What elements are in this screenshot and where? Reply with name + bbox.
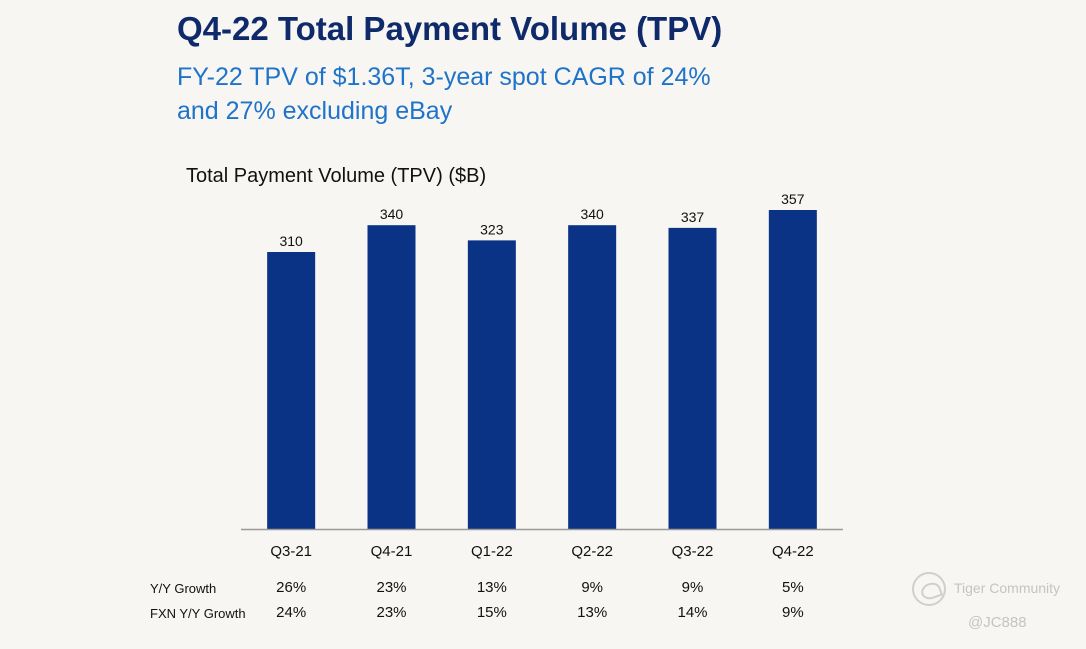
- subtitle-line-1: FY-22 TPV of $1.36T, 3-year spot CAGR of…: [177, 63, 711, 91]
- x-tick-q4-21: Q4-21: [371, 543, 413, 560]
- bar-q1-22: [467, 240, 516, 529]
- data-label-q2-22: 340: [580, 206, 604, 222]
- bar-q3-22: [668, 227, 717, 529]
- page-title: Q4-22 Total Payment Volume (TPV): [177, 10, 723, 47]
- data-label-q4-22: 357: [781, 191, 805, 207]
- data-label-q3-22: 337: [681, 209, 705, 225]
- growth-cell: 13%: [577, 604, 608, 621]
- bar-q2-22: [568, 225, 617, 529]
- growth-cell: 23%: [376, 579, 407, 596]
- watermark-brand: Tiger Community: [954, 580, 1061, 596]
- subtitle-line-2: and 27% excluding eBay: [177, 97, 453, 125]
- growth-cell: 26%: [276, 579, 307, 596]
- watermark-handle: @JC888: [968, 614, 1027, 631]
- page-subtitle: FY-22 TPV of $1.36T, 3-year spot CAGR of…: [177, 60, 711, 128]
- tiger-logo-icon: [912, 572, 946, 606]
- watermark: Tiger Community @JC888: [912, 572, 1072, 642]
- growth-cell: 15%: [476, 604, 507, 621]
- growth-cell: 24%: [276, 604, 307, 621]
- bar-q3-21: [267, 251, 316, 529]
- x-tick-q1-22: Q1-22: [471, 543, 513, 560]
- growth-cell: 13%: [476, 579, 507, 596]
- growth-cell: 9%: [681, 579, 704, 596]
- data-label-q4-21: 340: [380, 206, 404, 222]
- x-tick-q4-22: Q4-22: [772, 543, 814, 560]
- x-tick-q3-22: Q3-22: [672, 543, 714, 560]
- growth-cell: 5%: [781, 579, 804, 596]
- bar-q4-21: [367, 225, 416, 529]
- x-tick-q2-22: Q2-22: [571, 543, 613, 560]
- x-tick-q3-21: Q3-21: [270, 543, 312, 560]
- growth-row-label: Y/Y Growth: [150, 581, 217, 596]
- growth-cell: 9%: [781, 604, 804, 621]
- data-label-q3-21: 310: [279, 233, 303, 249]
- growth-cell: 9%: [581, 579, 603, 596]
- growth-cell: 23%: [376, 604, 407, 621]
- growth-row-label: FXN Y/Y Growth: [150, 606, 246, 621]
- bar-q4-22: [768, 210, 817, 529]
- growth-cell: 14%: [677, 604, 708, 621]
- chart-title: Total Payment Volume (TPV) ($B): [186, 165, 487, 187]
- data-label-q1-22: 323: [480, 221, 504, 237]
